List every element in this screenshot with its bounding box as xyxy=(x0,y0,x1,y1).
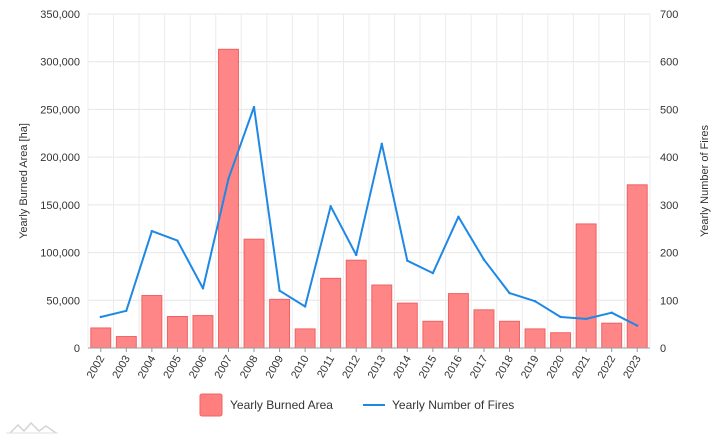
x-tick-label: 2011 xyxy=(315,354,337,380)
line-point[interactable] xyxy=(508,291,511,295)
bar[interactable] xyxy=(115,336,137,349)
line-point[interactable] xyxy=(176,239,179,242)
chart-logo xyxy=(6,421,58,434)
x-tick-label: 2020 xyxy=(545,354,568,381)
line-point[interactable] xyxy=(150,229,154,233)
y-right-tick-label: 400 xyxy=(660,152,678,164)
bar[interactable] xyxy=(90,327,112,349)
line-point[interactable] xyxy=(457,215,460,218)
bar[interactable] xyxy=(320,277,342,349)
legend-label-burned-area[interactable]: Yearly Burned Area xyxy=(230,398,333,412)
fires-line[interactable] xyxy=(100,106,638,327)
bar[interactable] xyxy=(396,302,418,349)
bar[interactable] xyxy=(294,328,316,349)
bar[interactable] xyxy=(550,332,572,349)
line-point[interactable] xyxy=(303,305,307,308)
x-tick-label: 2016 xyxy=(442,354,465,381)
line-point[interactable] xyxy=(584,317,588,321)
x-tick-label: 2023 xyxy=(621,354,644,381)
y-left-tick-label: 50,000 xyxy=(46,295,80,307)
x-tick-label: 2005 xyxy=(161,354,184,381)
y-left-tick-label: 150,000 xyxy=(40,200,80,212)
line-point[interactable] xyxy=(329,205,332,208)
x-tick-label: 2014 xyxy=(391,354,414,381)
bar[interactable] xyxy=(192,315,214,349)
x-tick-label: 2022 xyxy=(596,354,619,381)
x-tick-label: 2018 xyxy=(493,354,516,381)
line-point[interactable] xyxy=(252,105,256,109)
x-tick-label: 2015 xyxy=(417,354,440,381)
bar[interactable] xyxy=(345,259,367,349)
legend-label-number-of-fires[interactable]: Yearly Number of Fires xyxy=(392,398,514,412)
bar[interactable] xyxy=(499,320,520,349)
y-right-tick-label: 700 xyxy=(660,9,678,21)
line-point[interactable] xyxy=(533,300,537,303)
y-left-tick-label: 100,000 xyxy=(40,248,80,260)
y-left-tick-label: 250,000 xyxy=(40,104,80,116)
bar[interactable] xyxy=(626,184,648,349)
line-point[interactable] xyxy=(99,315,102,319)
y-left-tick-label: 350,000 xyxy=(40,9,80,21)
bar[interactable] xyxy=(166,316,188,349)
line-point[interactable] xyxy=(431,271,435,275)
y-right-tick-label: 600 xyxy=(660,57,678,69)
x-tick-label: 2013 xyxy=(366,354,389,381)
legend[interactable]: Yearly Burned Area Yearly Number of Fires xyxy=(199,393,514,417)
y-right-axis-title: Yearly Number of Fires xyxy=(699,124,711,237)
line-point[interactable] xyxy=(355,253,358,257)
y-left-tick-label: 300,000 xyxy=(40,57,80,69)
x-tick-label: 2010 xyxy=(289,354,312,381)
gridlines xyxy=(87,13,651,349)
x-tick-label: 2021 xyxy=(570,354,593,381)
x-tick-label: 2017 xyxy=(468,354,491,381)
x-tick-label: 2003 xyxy=(110,354,133,381)
bar[interactable] xyxy=(141,295,163,349)
bar[interactable] xyxy=(524,328,546,349)
x-tick-label: 2019 xyxy=(519,354,542,381)
bar[interactable] xyxy=(601,322,623,349)
line-point[interactable] xyxy=(406,259,409,262)
bar[interactable] xyxy=(473,309,495,349)
x-tick-label: 2004 xyxy=(136,354,159,381)
line-point[interactable] xyxy=(201,287,205,290)
bar[interactable] xyxy=(575,223,597,349)
legend-swatch-burned-area[interactable] xyxy=(199,393,223,417)
bar[interactable] xyxy=(243,238,265,349)
line-point[interactable] xyxy=(636,324,639,327)
y-left-tick-label: 200,000 xyxy=(40,152,80,164)
x-tick-label: 2002 xyxy=(85,354,108,381)
line-series[interactable] xyxy=(99,105,639,327)
bar[interactable] xyxy=(447,293,469,349)
y-right-tick-label: 100 xyxy=(660,295,678,307)
line-point[interactable] xyxy=(125,309,128,312)
bar[interactable] xyxy=(269,298,291,349)
line-point[interactable] xyxy=(610,311,613,314)
line-point[interactable] xyxy=(278,289,281,292)
line-point[interactable] xyxy=(559,315,562,319)
y-right-tick-label: 200 xyxy=(660,248,678,260)
line-point[interactable] xyxy=(380,142,383,145)
y-right-tick-label: 500 xyxy=(660,104,678,116)
x-tick-label: 2008 xyxy=(238,354,261,381)
bar[interactable] xyxy=(371,284,393,349)
bar[interactable] xyxy=(422,320,444,349)
line-point[interactable] xyxy=(227,177,230,180)
x-tick-label: 2007 xyxy=(212,354,235,381)
x-tick-label: 2006 xyxy=(187,354,210,381)
y-left-axis-title: Yearly Burned Area [ha] xyxy=(18,123,30,239)
x-tick-label: 2009 xyxy=(264,354,287,381)
y-left-tick-label: 0 xyxy=(74,343,80,355)
line-point[interactable] xyxy=(482,258,486,261)
y-right-tick-label: 0 xyxy=(660,343,666,355)
y-right-tick-label: 300 xyxy=(660,200,678,212)
x-tick-label: 2012 xyxy=(340,354,363,381)
bar[interactable] xyxy=(218,48,239,349)
